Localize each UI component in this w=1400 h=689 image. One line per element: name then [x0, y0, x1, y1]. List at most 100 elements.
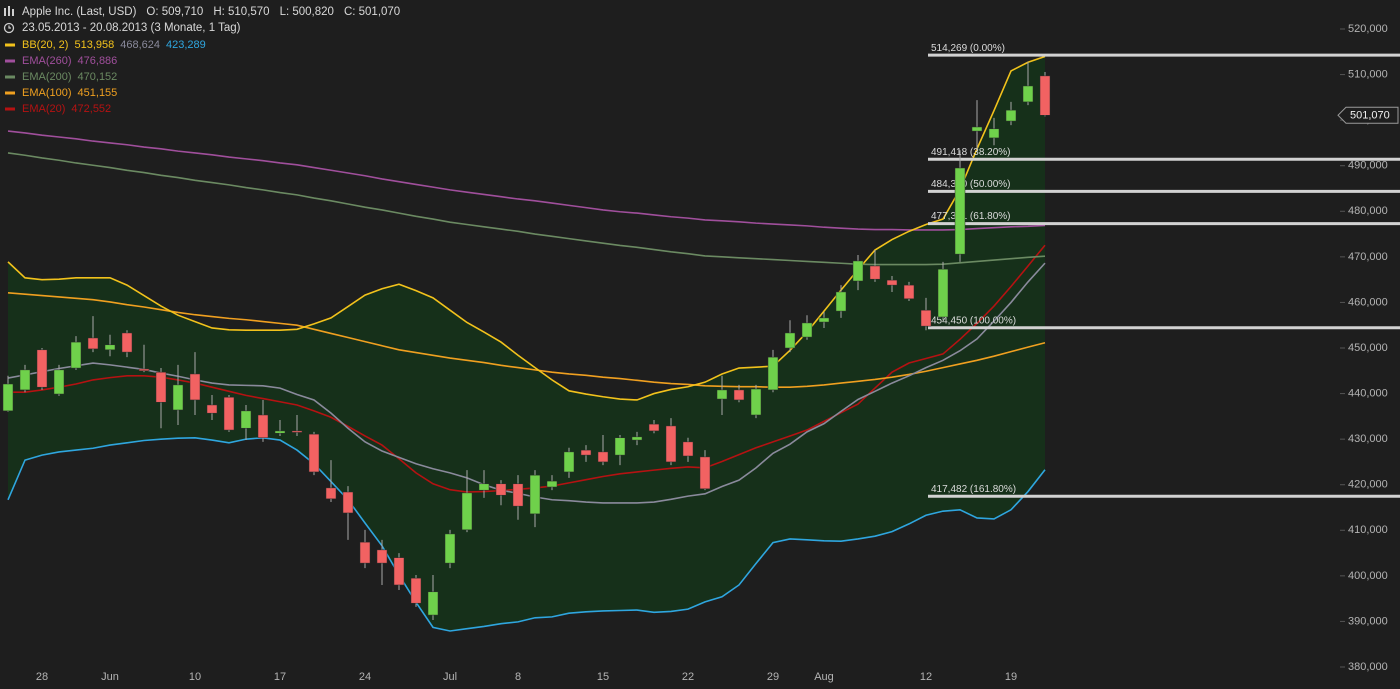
- x-tick-label: 10: [189, 671, 201, 683]
- candle-body: [189, 373, 201, 401]
- candle-body: [733, 389, 745, 401]
- candle-body: [206, 404, 218, 414]
- header-ohlc: O: 509,710: [146, 6, 203, 18]
- legend-value: 451,155: [78, 87, 118, 99]
- y-tick-label: 410,000: [1348, 524, 1388, 536]
- indicator-line: [7, 262, 1046, 504]
- legend-value: 468,624: [120, 39, 160, 51]
- chart-period: 23.05.2013 - 20.08.2013 (3 Monate, 1 Tag…: [22, 22, 241, 34]
- candle-body: [325, 487, 337, 500]
- last-price-label: 501,070: [1350, 110, 1390, 122]
- x-tick-label: 28: [36, 671, 48, 683]
- candle-body: [682, 441, 694, 457]
- legend-name: EMA(100): [22, 87, 72, 99]
- x-tick-label: Aug: [814, 671, 834, 683]
- clock-icon: [3, 22, 15, 34]
- y-tick-label: 400,000: [1348, 570, 1388, 582]
- candle-body: [852, 260, 864, 282]
- y-tick-label: 380,000: [1348, 661, 1388, 673]
- y-tick-label: 440,000: [1348, 387, 1388, 399]
- candle-body: [801, 322, 813, 338]
- candle-body: [750, 388, 762, 416]
- candle-body: [70, 341, 82, 369]
- candle-body: [87, 337, 99, 350]
- candle-body: [172, 384, 184, 411]
- candle-body: [1005, 109, 1017, 122]
- candle-body: [886, 279, 898, 286]
- x-tick-label: 12: [920, 671, 932, 683]
- legend-name: EMA(200): [22, 71, 72, 83]
- fib-label: 417,482 (161.80%): [931, 484, 1016, 495]
- chart-title: Apple Inc. (Last, USD): [22, 6, 137, 18]
- fib-label: 514,269 (0.00%): [931, 43, 1005, 54]
- legend-swatch: [5, 59, 15, 63]
- candle-body: [971, 126, 983, 132]
- candle-body: [359, 541, 371, 564]
- y-tick-label: 420,000: [1348, 479, 1388, 491]
- x-tick-label: 19: [1005, 671, 1017, 683]
- header-ohlc: C: 501,070: [344, 6, 400, 18]
- x-tick-label: Jun: [101, 671, 119, 683]
- fib-label: 484,360 (50.00%): [931, 179, 1011, 190]
- candle-body: [291, 430, 303, 433]
- candle-body: [597, 451, 609, 463]
- x-tick-label: Jul: [443, 671, 457, 683]
- candle-body: [835, 291, 847, 312]
- legend-swatch: [5, 107, 15, 111]
- candle-body: [138, 368, 150, 372]
- candle-body: [665, 425, 677, 463]
- indicator-line: [7, 152, 1046, 266]
- candle-body: [631, 436, 643, 441]
- candle-body: [869, 265, 881, 280]
- candle-body: [563, 451, 575, 473]
- x-tick-label: 17: [274, 671, 286, 683]
- chart-icon: [4, 6, 14, 16]
- candle-body: [903, 284, 915, 300]
- candle-body: [495, 483, 507, 496]
- candle-body: [818, 317, 830, 323]
- y-tick-label: 460,000: [1348, 296, 1388, 308]
- candle-body: [1022, 85, 1034, 103]
- x-tick-label: 8: [515, 671, 521, 683]
- candle-body: [648, 423, 660, 432]
- bollinger-band: [8, 56, 1045, 631]
- legend-swatch: [5, 75, 15, 79]
- candle-body: [1039, 75, 1051, 116]
- y-tick-label: 510,000: [1348, 68, 1388, 80]
- legend-value: 476,886: [78, 55, 118, 67]
- candle-body: [36, 349, 48, 388]
- candle-body: [121, 332, 133, 353]
- candle-body: [937, 268, 949, 318]
- indicator-line: [7, 55, 1046, 401]
- candle-body: [223, 396, 235, 431]
- y-tick-label: 450,000: [1348, 342, 1388, 354]
- candle-body: [308, 433, 320, 473]
- candle-body: [53, 369, 65, 395]
- candle-body: [546, 480, 558, 488]
- x-tick-label: 24: [359, 671, 371, 683]
- candle-body: [376, 549, 388, 564]
- legend-value: 470,152: [78, 71, 118, 83]
- y-tick-label: 520,000: [1348, 23, 1388, 35]
- candle-body: [716, 389, 728, 400]
- candle-body: [461, 492, 473, 531]
- candle-body: [2, 383, 14, 412]
- candle-body: [444, 533, 456, 564]
- candle-body: [427, 591, 439, 616]
- candle-body: [954, 167, 966, 255]
- candle-body: [512, 483, 524, 507]
- indicator-line: [8, 244, 1046, 493]
- y-tick-label: 490,000: [1348, 160, 1388, 172]
- indicator-line: [7, 292, 1046, 388]
- header-ohlc: L: 500,820: [280, 6, 334, 18]
- candle-body: [19, 369, 31, 391]
- candle-body: [614, 437, 626, 456]
- candle-body: [920, 309, 932, 327]
- candle-body: [155, 371, 167, 403]
- legend-value: 472,552: [71, 103, 111, 115]
- candle-body: [529, 474, 541, 515]
- last-price-tag: [1337, 106, 1399, 124]
- candle-body: [342, 491, 354, 514]
- y-tick-label: 430,000: [1348, 433, 1388, 445]
- legend-swatch: [5, 43, 15, 47]
